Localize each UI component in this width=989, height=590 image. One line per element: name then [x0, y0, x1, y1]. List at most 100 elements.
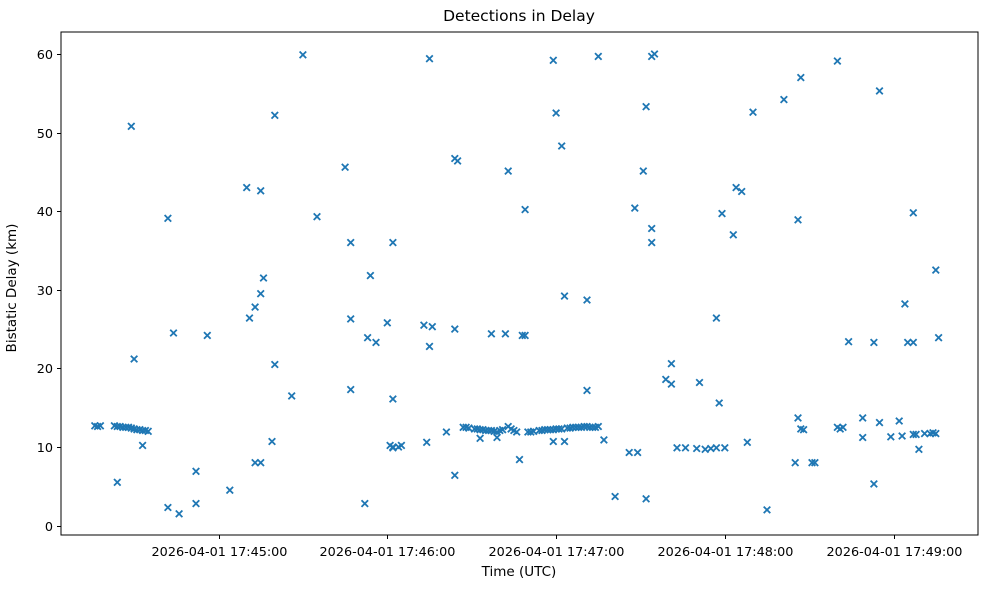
- data-point-marker: [895, 417, 904, 425]
- data-point-marker: [633, 448, 642, 457]
- data-point-marker: [313, 212, 321, 221]
- data-point-marker: [799, 425, 808, 434]
- data-point-marker: [259, 274, 268, 282]
- data-point-marker: [256, 289, 265, 298]
- data-point-marker: [493, 433, 501, 442]
- data-point-marker: [366, 271, 375, 280]
- data-point-marker: [346, 385, 355, 394]
- data-point-marker: [175, 509, 184, 518]
- data-point-marker: [909, 208, 918, 217]
- data-point-marker: [749, 108, 757, 117]
- data-point-marker: [875, 86, 884, 95]
- data-point-marker: [869, 338, 878, 347]
- data-point-marker: [794, 215, 802, 224]
- data-point-marker: [583, 296, 591, 304]
- data-point-marker: [647, 238, 656, 247]
- axes: 2026-04-01 17:45:00 2026-04-01 17:46:00 20…: [37, 31, 979, 560]
- data-point-marker: [909, 338, 918, 347]
- data-point-marker: [791, 458, 800, 467]
- data-point-marker: [487, 329, 496, 338]
- data-point-marker: [163, 503, 172, 512]
- data-point-marker: [594, 52, 603, 61]
- data-point-marker: [568, 423, 577, 432]
- data-point-marker: [113, 478, 122, 487]
- data-point-marker: [667, 380, 676, 389]
- y-axis-label: Bistatic Delay (km): [4, 224, 20, 353]
- data-points: [90, 50, 943, 518]
- x-tick-label: 2026-04-01 17:45:00: [152, 545, 288, 560]
- data-point-marker: [163, 214, 172, 223]
- y-tick-label: 40: [37, 205, 53, 220]
- data-point-marker: [715, 399, 724, 407]
- data-point-marker: [360, 499, 369, 508]
- x-tick-label: 2026-04-01 17:49:00: [827, 545, 963, 560]
- data-point-marker: [931, 429, 940, 438]
- data-point-marker: [909, 430, 918, 439]
- data-point-marker: [256, 458, 265, 467]
- data-point-marker: [557, 142, 566, 150]
- data-point-marker: [442, 428, 451, 436]
- data-point-marker: [363, 333, 372, 342]
- data-point-marker: [914, 445, 923, 454]
- data-point-marker: [630, 204, 639, 213]
- data-point-marker: [251, 303, 260, 312]
- data-point-marker: [425, 54, 434, 63]
- data-point-marker: [518, 331, 527, 340]
- data-point-marker: [515, 455, 524, 464]
- data-point-marker: [225, 486, 234, 495]
- data-point-marker: [521, 331, 530, 340]
- data-point-marker: [763, 505, 771, 514]
- data-point-marker: [720, 443, 729, 452]
- data-point-marker: [858, 413, 867, 422]
- data-point-marker: [681, 443, 690, 452]
- data-point-marker: [898, 432, 907, 440]
- x-tick-label: 2026-04-01 17:47:00: [489, 545, 625, 560]
- plot-border: [60, 31, 979, 536]
- data-point-marker: [192, 499, 200, 508]
- data-point-marker: [639, 167, 648, 176]
- data-point-marker: [869, 479, 878, 488]
- data-point-marker: [549, 56, 558, 65]
- data-point-marker: [96, 421, 105, 430]
- data-point-marker: [554, 424, 563, 433]
- x-axis-label: Time (UTC): [481, 564, 557, 580]
- data-point-marker: [583, 386, 591, 395]
- data-point-marker: [422, 438, 431, 447]
- data-point-marker: [810, 458, 819, 467]
- data-point-marker: [453, 156, 462, 165]
- data-point-marker: [419, 321, 428, 330]
- data-point-marker: [144, 427, 153, 436]
- data-point-marker: [560, 437, 569, 446]
- y-tick-label: 50: [37, 127, 53, 142]
- data-point-marker: [673, 443, 681, 452]
- y-tick-label: 0: [45, 520, 53, 535]
- data-point-marker: [642, 102, 651, 111]
- data-point-marker: [743, 438, 752, 447]
- data-point-marker: [647, 224, 656, 233]
- data-point-marker: [692, 444, 701, 453]
- y-tick-label: 60: [37, 48, 53, 63]
- data-point-marker: [560, 292, 569, 301]
- data-point-marker: [130, 355, 139, 363]
- data-point-marker: [718, 209, 726, 218]
- data-point-marker: [512, 428, 521, 436]
- data-point-marker: [256, 186, 265, 195]
- data-point-marker: [712, 443, 721, 452]
- data-point-marker: [900, 299, 909, 308]
- data-point-marker: [346, 314, 355, 323]
- data-point-marker: [242, 183, 251, 192]
- data-point-marker: [270, 111, 279, 120]
- data-point-marker: [501, 329, 510, 338]
- data-point-marker: [169, 329, 178, 337]
- data-point-marker: [912, 430, 921, 439]
- data-point-marker: [667, 359, 676, 368]
- data-point-marker: [625, 448, 634, 457]
- data-point-marker: [779, 95, 788, 104]
- data-point-marker: [737, 187, 746, 196]
- data-point-marker: [192, 467, 200, 476]
- data-point-marker: [875, 418, 884, 427]
- data-point-marker: [794, 413, 802, 422]
- data-point-marker: [388, 395, 397, 403]
- data-point-marker: [886, 432, 895, 441]
